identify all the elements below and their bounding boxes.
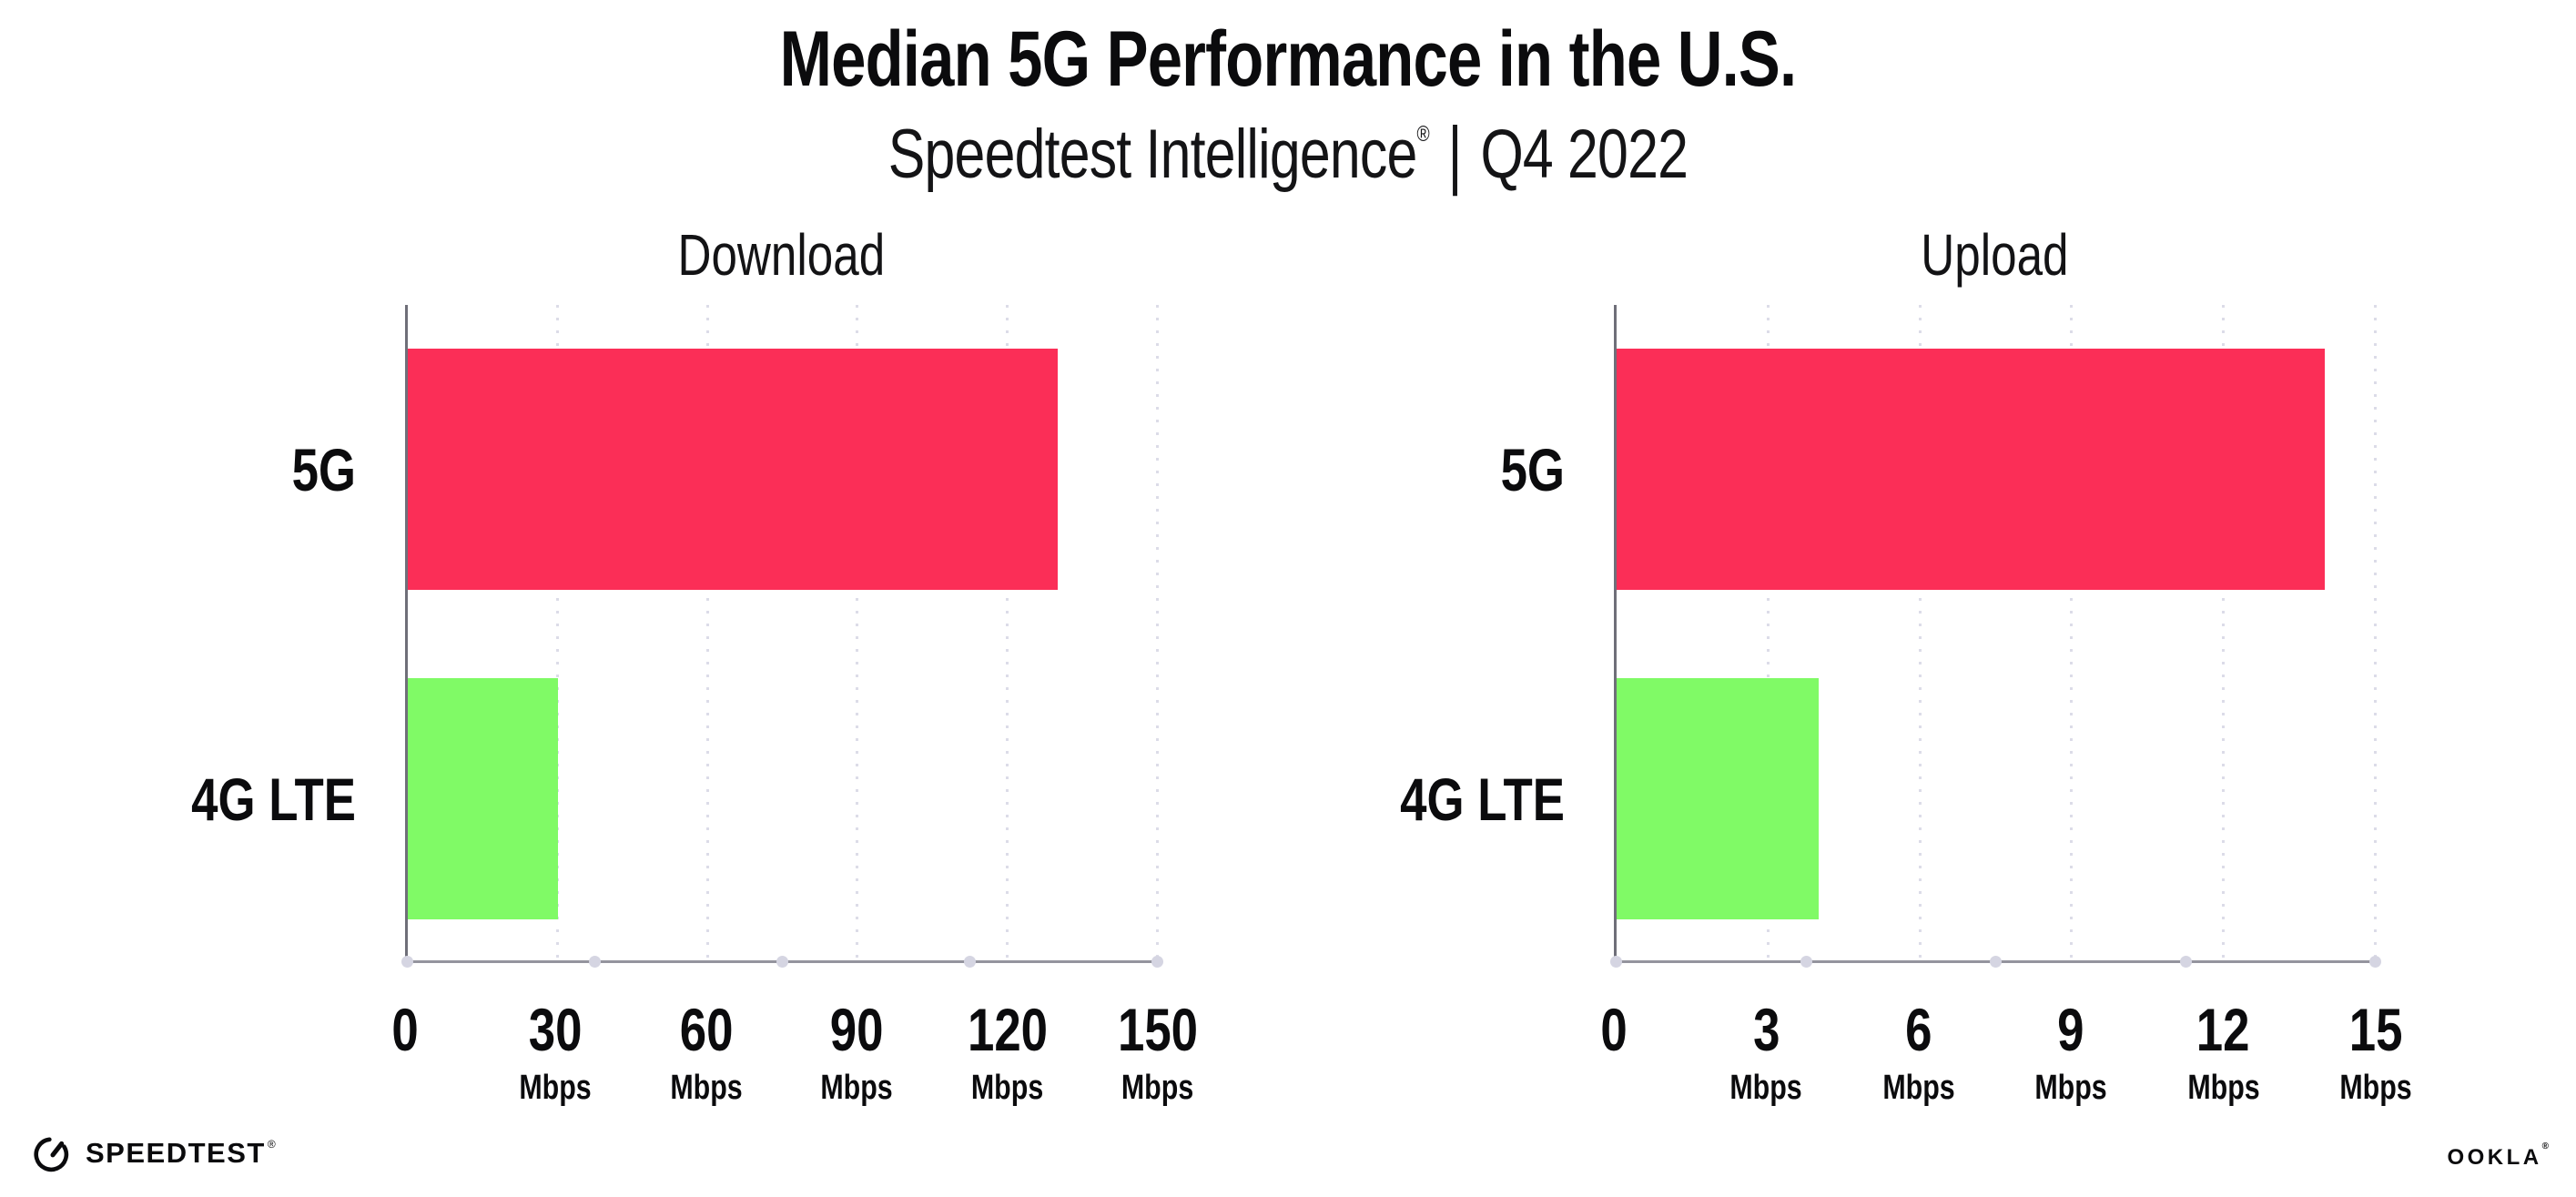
x-tick-unit: Mbps [670,1069,743,1107]
x-tick-unit: Mbps [970,1069,1044,1107]
x-tick-unit: Mbps [820,1069,893,1107]
x-tick-unit: Mbps [1121,1069,1194,1107]
x-tick-15: 15 Mbps [2330,999,2420,1105]
x-tick-unit: Mbps [519,1069,593,1107]
x-tick-3: 3 Mbps [1721,999,1811,1105]
axis-marker-dot [589,956,601,968]
category-label-5g: 5G [1500,436,1565,503]
axis-marker-dot [2179,956,2192,968]
subtitle-brand: Speedtest Intelligence [887,116,1417,194]
x-tick-unit: Mbps [2186,1069,2260,1107]
upload-chart: Upload 5G 4G LTE 0 3 Mbps 6 Mbps 9 Mbps 12 Mbps 15… [1400,217,2412,1118]
gridline-6 [1918,305,1922,960]
gridline-3 [1766,305,1770,960]
chart-title: Download [677,222,886,288]
x-tick-value: 0 [1600,996,1628,1063]
page-title: Median 5G Performance in the U.S. [779,15,1798,103]
x-tick-90: 90 Mbps [812,999,902,1105]
x-tick-unit: Mbps [2034,1069,2107,1107]
ookla-registered-mark: ® [2541,1141,2549,1151]
x-tick-0: 0 [1597,999,1631,1060]
x-tick-unit: Mbps [1729,1069,1803,1107]
x-axis: 0 3 Mbps 6 Mbps 9 Mbps 12 Mbps 15 Mbps [1600,963,2411,1118]
bar-5g [1617,349,2326,590]
chart-title: Upload [1921,222,2069,288]
x-tick-0: 0 [389,999,422,1060]
x-tick-value: 120 [967,996,1048,1063]
x-axis: 0 30 Mbps 60 Mbps 90 Mbps 120 Mbps 150 Mbps [391,963,1198,1118]
category-label-4g-lte: 4G LTE [191,766,356,833]
chart-header: Median 5G Performance in the U.S. Speedt… [0,15,2576,198]
gridline-120 [1006,305,1009,960]
speedtest-wordmark: SPEEDTEST [86,1137,266,1169]
x-tick-value: 12 [2196,996,2250,1063]
axis-marker-dot [964,956,976,968]
x-tick-value: 0 [391,996,419,1063]
x-tick-unit: Mbps [2339,1069,2412,1107]
subtitle-period: Q4 2022 [1480,116,1689,194]
download-chart: Download 5G 4G LTE 0 30 Mbps 60 Mbps 90 Mbps 120… [191,217,1198,1118]
plot-area: 5G 4G LTE [191,305,1163,968]
gridline-15 [2374,305,2377,960]
registered-mark: ® [1416,121,1430,147]
x-tick-60: 60 Mbps [661,999,751,1105]
x-tick-value: 3 [1752,996,1780,1063]
axis-marker-dot [776,956,788,968]
axis-marker-dot [1990,956,2002,968]
ookla-wordmark: OOKLA [2447,1145,2542,1170]
speedtest-registered-mark: ® [267,1138,276,1151]
x-tick-value: 15 [2348,996,2403,1063]
gridline-90 [856,305,859,960]
bar-4g-lte [408,678,558,919]
category-label-4g-lte: 4G LTE [1400,766,1565,833]
axis-marker-dot [1610,956,1622,968]
x-tick-120: 120 Mbps [958,999,1058,1105]
x-tick-6: 6 Mbps [1873,999,1963,1105]
x-tick-unit: Mbps [1882,1069,1955,1107]
axis-marker-dot [401,956,413,968]
speedtest-gauge-icon [34,1137,69,1172]
gridline-60 [705,305,709,960]
gridline-12 [2222,305,2226,960]
axis-marker-dot [2369,956,2381,968]
bar-5g [408,349,1059,590]
subtitle-separator: | [1447,112,1463,198]
x-tick-30: 30 Mbps [511,999,601,1105]
bar-4g-lte [1617,678,1820,919]
x-tick-value: 30 [529,996,583,1063]
gridline-150 [1156,305,1159,960]
page-subtitle: Speedtest Intelligence® | Q4 2022 [0,112,2576,198]
x-tick-12: 12 Mbps [2178,999,2268,1105]
speedtest-logo: SPEEDTEST ® [32,1132,276,1174]
gridline-30 [555,305,559,960]
axis-marker-dot [1800,956,1812,968]
x-tick-value: 60 [679,996,734,1063]
x-tick-value: 9 [2057,996,2084,1063]
plot-area: 5G 4G LTE [1400,305,2381,968]
x-tick-9: 9 Mbps [2026,999,2116,1105]
x-tick-150: 150 Mbps [1108,999,1208,1105]
x-tick-value: 150 [1117,996,1199,1063]
axis-marker-dot [1151,956,1163,968]
category-label-5g: 5G [291,436,356,503]
x-tick-value: 6 [1905,996,1932,1063]
x-tick-value: 90 [829,996,884,1063]
ookla-logo: OOKLA® [2447,1141,2549,1171]
gridline-9 [2070,305,2074,960]
